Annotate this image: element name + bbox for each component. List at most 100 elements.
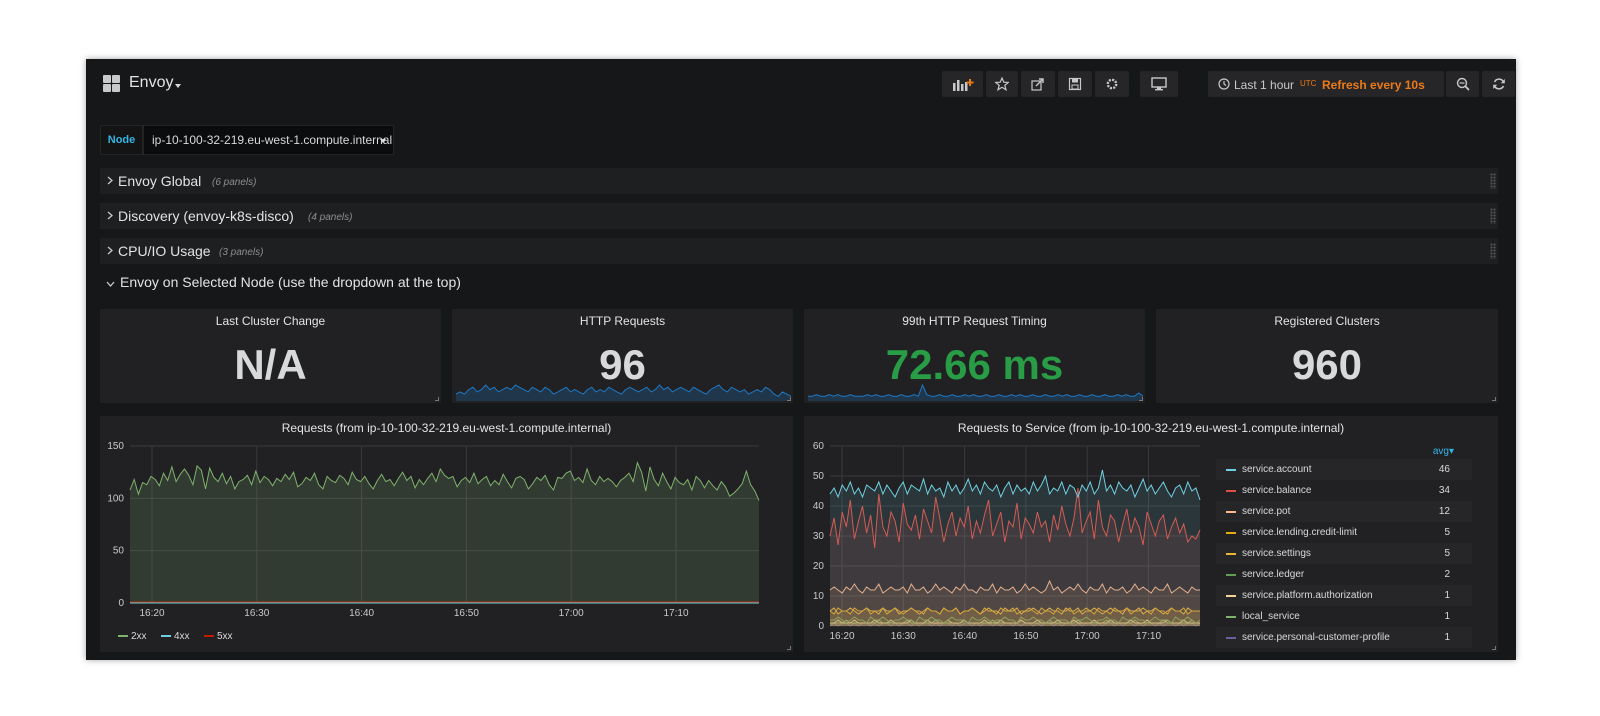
- legend-row[interactable]: service.ledger 2: [1216, 564, 1472, 585]
- legend-row[interactable]: service.lending.credit-limit 5: [1216, 522, 1472, 543]
- legend-swatch[interactable]: [1226, 532, 1236, 534]
- series-area-2xx: [130, 462, 759, 603]
- panel-title[interactable]: HTTP Requests: [579, 314, 666, 328]
- legend-series-name[interactable]: service.lending.credit-limit: [1242, 527, 1358, 538]
- legend-series-avg: 5: [1444, 548, 1450, 559]
- drag-handle-icon[interactable]: [1490, 208, 1496, 224]
- requests-to-service-chart[interactable]: 0 10 20 30 40 50 60 16:20 16:30 16:40 16:50 17:00 17…: [804, 416, 1204, 652]
- legend-swatch[interactable]: [1226, 574, 1236, 576]
- y-tick-label: 100: [107, 493, 124, 504]
- stat-panel-registered-clusters[interactable]: Registered Clusters 960: [1156, 309, 1498, 403]
- legend-avg-label: avg: [1432, 446, 1449, 457]
- refresh-button[interactable]: [1482, 71, 1515, 97]
- row-cpu-io-usage[interactable]: CPU/IO Usage (3 panels): [100, 238, 1498, 264]
- dashboard-window: Envoy Last 1 hour UTC Refresh every: [86, 59, 1516, 660]
- resize-handle-icon[interactable]: [1139, 397, 1143, 401]
- legend-series-name[interactable]: service.personal-customer-profile: [1242, 632, 1390, 643]
- dashboard-title[interactable]: Envoy: [129, 74, 174, 91]
- refresh-interval-label[interactable]: Refresh every 10s: [1322, 78, 1425, 92]
- star-icon: [995, 77, 1009, 91]
- star-button[interactable]: [986, 71, 1018, 97]
- legend-row[interactable]: service.pot 12: [1216, 501, 1472, 522]
- series-line-service.account: [829, 469, 1201, 501]
- chevron-right-icon: [107, 211, 113, 220]
- graph-panel-requests-to-service[interactable]: Requests to Service (from ip-10-100-32-2…: [804, 416, 1498, 652]
- legend-series-name[interactable]: service.pot: [1242, 506, 1291, 517]
- legend-series-name[interactable]: service.ledger: [1242, 569, 1305, 580]
- legend-series-name[interactable]: local_service: [1242, 611, 1300, 622]
- requests-chart[interactable]: 0 50 100 150 16:20 16:30 16:40 16:50 17:00 17:10 2…: [100, 416, 793, 652]
- row-discovery[interactable]: Discovery (envoy-k8s-disco) (4 panels): [100, 203, 1498, 229]
- series-line-2xx: [129, 461, 760, 501]
- settings-button[interactable]: [1095, 71, 1129, 97]
- resize-handle-icon[interactable]: [787, 397, 791, 401]
- legend-series-name[interactable]: service.settings: [1242, 548, 1311, 559]
- x-tick-label: 17:10: [1136, 631, 1161, 642]
- legend-row[interactable]: service.account 46: [1216, 459, 1472, 480]
- sparkline-line: [456, 384, 791, 398]
- zoom-out-button[interactable]: [1446, 71, 1479, 97]
- legend-swatch[interactable]: [1226, 490, 1236, 492]
- tv-mode-button[interactable]: [1140, 71, 1178, 97]
- series-area-service.settings: [830, 608, 1200, 626]
- drag-handle-icon[interactable]: [1490, 243, 1496, 259]
- node-variable-select[interactable]: ip-10-100-32-219.eu-west-1.compute.inter…: [143, 125, 394, 155]
- zoom-out-icon: [1456, 77, 1470, 91]
- legend-row[interactable]: service.settings 5: [1216, 543, 1472, 564]
- section-title[interactable]: Envoy on Selected Node (use the dropdown…: [120, 274, 461, 290]
- stat-panel-last-cluster-change[interactable]: Last Cluster Change N/A: [100, 309, 441, 403]
- resize-handle-icon[interactable]: [787, 646, 791, 650]
- stat-panel-http-timing[interactable]: 99th HTTP Request Timing 72.66 ms: [804, 309, 1145, 403]
- series-line-service.balance: [829, 487, 1201, 549]
- legend-swatch-4xx: [161, 635, 171, 637]
- resize-handle-icon[interactable]: [1492, 646, 1496, 650]
- share-button[interactable]: [1021, 71, 1055, 97]
- panel-title[interactable]: Requests to Service (from ip-10-100-32-2…: [957, 421, 1345, 435]
- chevron-down-icon[interactable]: [106, 281, 115, 287]
- monitor-icon: [1151, 77, 1167, 91]
- dashboard-grid-icon[interactable]: [103, 75, 120, 92]
- panel-title[interactable]: Requests (from ip-10-100-32-219.eu-west-…: [281, 421, 612, 435]
- resize-handle-icon[interactable]: [435, 397, 439, 401]
- legend-row[interactable]: service.balance 34: [1216, 480, 1472, 501]
- legend-swatch[interactable]: [1226, 553, 1236, 555]
- legend-series-name[interactable]: service.platform.authorization: [1242, 590, 1373, 601]
- chevron-down-icon[interactable]: [175, 84, 181, 88]
- drag-handle-icon[interactable]: [1490, 173, 1496, 189]
- legend-swatch[interactable]: [1226, 595, 1236, 597]
- legend-swatch[interactable]: [1226, 637, 1236, 639]
- time-picker[interactable]: Last 1 hour UTC Refresh every 10s: [1208, 71, 1444, 97]
- legend-series-name[interactable]: service.account: [1242, 464, 1312, 475]
- row-envoy-global[interactable]: Envoy Global (6 panels): [100, 168, 1498, 194]
- panel-title[interactable]: 99th HTTP Request Timing: [902, 314, 1047, 328]
- panel-title[interactable]: Last Cluster Change: [215, 314, 326, 328]
- sparkline: [808, 383, 1143, 401]
- legend-series-avg: 46: [1438, 464, 1450, 475]
- legend-avg-header[interactable]: avg▾: [1433, 446, 1454, 457]
- legend-swatch[interactable]: [1226, 616, 1236, 618]
- save-button[interactable]: [1058, 71, 1092, 97]
- y-tick-label: 60: [813, 441, 825, 452]
- stat-value: 96: [599, 341, 646, 388]
- legend-swatch[interactable]: [1226, 511, 1236, 513]
- legend-row[interactable]: local_service 1: [1216, 606, 1472, 627]
- legend-series-avg: 12: [1438, 506, 1450, 517]
- graph-panel-requests[interactable]: Requests (from ip-10-100-32-219.eu-west-…: [100, 416, 793, 652]
- time-range-label: Last 1 hour: [1234, 78, 1295, 92]
- series-area-service.balance: [830, 488, 1200, 626]
- legend-swatch[interactable]: [1226, 469, 1236, 471]
- resize-handle-icon[interactable]: [1492, 397, 1496, 401]
- x-tick-label: 16:40: [349, 608, 374, 619]
- series-area-service.account: [830, 470, 1200, 626]
- legend-row[interactable]: service.platform.authorization 1: [1216, 585, 1472, 606]
- stat-value: 960: [1291, 341, 1363, 388]
- stat-panel-http-requests[interactable]: HTTP Requests 96: [452, 309, 793, 403]
- legend-series-name[interactable]: service.balance: [1242, 485, 1312, 496]
- add-panel-button[interactable]: [942, 71, 983, 97]
- legend-row[interactable]: service.personal-customer-profile 1: [1216, 627, 1472, 648]
- stat-value: 72.66 ms: [885, 341, 1064, 388]
- top-navbar: Envoy Last 1 hour UTC Refresh every: [86, 59, 1516, 109]
- panel-title[interactable]: Registered Clusters: [1274, 314, 1380, 328]
- chevron-right-icon: [107, 176, 113, 185]
- legend-label: 5xx: [217, 631, 233, 642]
